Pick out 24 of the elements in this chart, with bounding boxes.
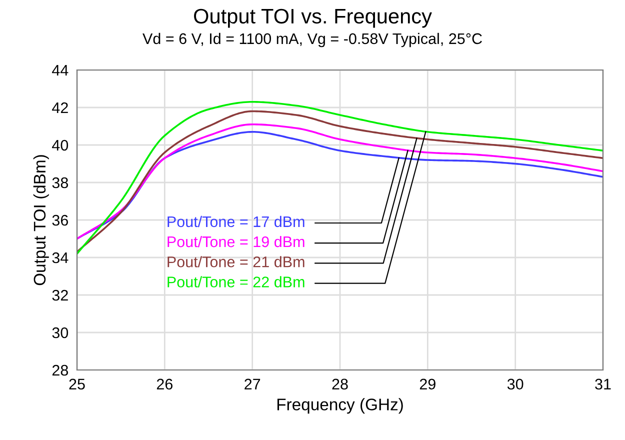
y-tick-label: 34 xyxy=(52,252,68,264)
y-tick-label: 28 xyxy=(52,364,68,376)
x-tick-label: 31 xyxy=(595,378,611,390)
chart-subtitle: Vd = 6 V, Id = 1100 mA, Vg = -0.58V Typical, 25°C xyxy=(142,32,482,48)
x-tick-label: 27 xyxy=(244,378,260,390)
y-tick-label: 42 xyxy=(52,102,68,114)
chart-title: Output TOI vs. Frequency xyxy=(194,8,432,28)
y-axis-title: Output TOI (dBm) xyxy=(33,155,49,286)
x-tick-label: 28 xyxy=(332,378,348,390)
text: Pout/Tone = 19 dBm xyxy=(168,236,304,248)
x-tick-label: 25 xyxy=(69,378,85,390)
y-tick-label: 40 xyxy=(52,140,68,151)
y-tick-label: 30 xyxy=(52,327,68,338)
y-tick-label: 38 xyxy=(52,177,68,188)
x-tick-label: 26 xyxy=(156,378,172,390)
y-tick-label: 36 xyxy=(52,214,68,226)
x-axis-title: Frequency (GHz) xyxy=(277,398,403,414)
y-tick-label: 44 xyxy=(52,65,68,76)
x-tick-label: 29 xyxy=(420,378,436,390)
text: Pout/Tone = 17 dBm xyxy=(168,216,304,228)
x-tick-label: 30 xyxy=(507,378,524,390)
text: Pout/Tone = 22 dBm xyxy=(168,276,304,288)
text: Pout/Tone = 21 dBm xyxy=(168,256,304,268)
y-tick-label: 32 xyxy=(52,290,68,301)
